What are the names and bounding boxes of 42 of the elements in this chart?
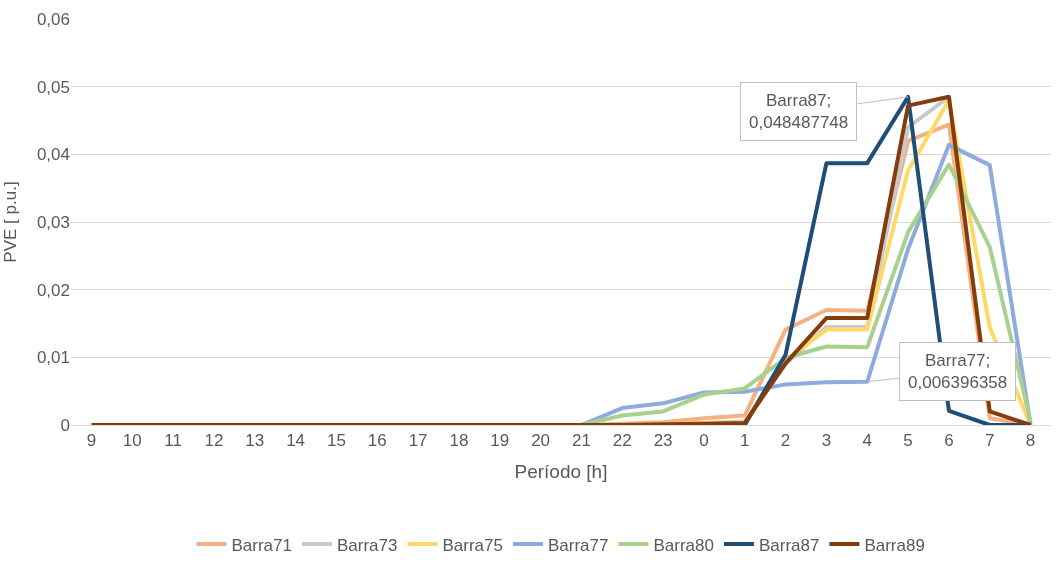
x-tick-label: 13: [245, 431, 265, 451]
x-tick-label: 14: [286, 431, 306, 451]
y-tick-label: 0: [60, 415, 70, 435]
y-tick-label: 0,03: [36, 212, 70, 232]
x-tick-label: 6: [944, 431, 954, 451]
x-tick-label: 9: [86, 431, 97, 451]
x-tick-label: 21: [571, 431, 591, 451]
legend-label: Barra71: [231, 535, 292, 555]
x-tick-label: 20: [531, 431, 551, 451]
x-tick-label: 18: [449, 431, 469, 451]
x-tick-label: 1: [740, 431, 750, 451]
y-tick-label: 0,04: [36, 145, 70, 165]
legend-label: Barra87: [758, 535, 820, 555]
x-tick-label: 12: [204, 431, 224, 451]
x-tick-label: 23: [653, 431, 673, 451]
annotation: Barra77; 0,006396358: [908, 351, 1008, 393]
legend-label: Barra89: [864, 535, 925, 555]
x-tick-label: 3: [821, 431, 832, 451]
y-axis-title: PVE [ p.u.]: [1, 181, 21, 263]
x-tick-label: 19: [490, 431, 510, 451]
y-tick-label: 0,05: [36, 77, 70, 97]
x-tick-label: 10: [122, 431, 142, 451]
x-tick-label: 8: [1025, 431, 1036, 451]
x-axis-title: Período [h]: [514, 461, 608, 483]
x-tick-label: 7: [985, 431, 995, 451]
legend-label: Barra80: [653, 535, 714, 555]
annotation: Barra87; 0,048487748: [749, 91, 849, 133]
x-tick-label: 5: [903, 431, 913, 451]
y-tick-label: 0,01: [36, 348, 70, 368]
x-tick-label: 2: [780, 431, 791, 451]
x-tick-label: 17: [408, 431, 428, 451]
y-tick-label: 0,06: [36, 9, 70, 29]
legend-label: Barra75: [442, 535, 503, 555]
x-tick-label: 15: [326, 431, 346, 451]
y-tick-label: 0,02: [36, 280, 70, 300]
x-tick-label: 0: [699, 431, 709, 451]
legend-label: Barra73: [336, 535, 398, 555]
x-tick-label: 11: [164, 431, 182, 451]
x-tick-label: 22: [612, 431, 632, 451]
x-tick-label: 16: [367, 431, 387, 451]
legend-label: Barra77: [547, 535, 609, 555]
x-tick-label: 4: [862, 431, 872, 451]
